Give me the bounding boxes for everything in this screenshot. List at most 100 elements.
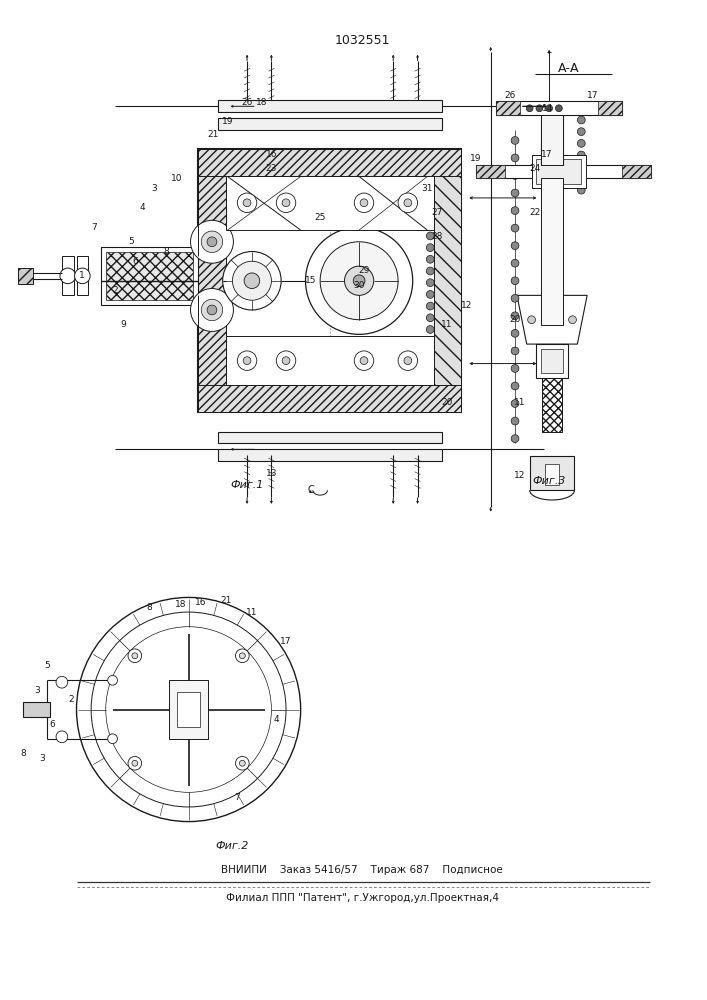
Bar (218, 100, 442, 112)
Circle shape (426, 302, 434, 310)
Polygon shape (517, 295, 587, 344)
Text: 8: 8 (147, 603, 153, 612)
Text: 24: 24 (529, 164, 540, 173)
Circle shape (235, 649, 249, 663)
Text: 3: 3 (151, 184, 158, 193)
Text: 11: 11 (441, 320, 452, 329)
Text: 16: 16 (266, 150, 277, 159)
Text: Фиг.2: Фиг.2 (216, 841, 249, 851)
Polygon shape (193, 648, 250, 705)
Text: C: C (307, 485, 314, 495)
Text: 19: 19 (222, 117, 233, 126)
Circle shape (76, 597, 300, 822)
Circle shape (282, 357, 290, 365)
Circle shape (426, 290, 434, 298)
Circle shape (207, 237, 217, 247)
Text: 1: 1 (78, 271, 84, 280)
Bar (106, 252, 194, 300)
Circle shape (578, 151, 585, 159)
Bar (218, 449, 442, 461)
Bar (476, 165, 651, 178)
Text: 7: 7 (91, 223, 97, 232)
Circle shape (511, 329, 519, 337)
Text: 17: 17 (542, 150, 553, 159)
Text: 3: 3 (40, 754, 45, 763)
Bar (62, 256, 74, 295)
Circle shape (201, 299, 223, 321)
Polygon shape (127, 714, 185, 771)
Circle shape (398, 193, 418, 213)
Circle shape (511, 172, 519, 179)
Circle shape (404, 199, 411, 207)
Bar (496, 101, 622, 115)
Circle shape (60, 268, 76, 284)
Circle shape (578, 139, 585, 147)
Circle shape (578, 186, 585, 194)
Bar (18, 268, 33, 284)
Bar (476, 165, 506, 178)
Circle shape (511, 294, 519, 302)
Circle shape (426, 279, 434, 287)
Circle shape (354, 351, 374, 370)
Circle shape (426, 232, 434, 240)
Text: 6: 6 (132, 257, 138, 266)
Bar (542, 349, 563, 373)
Circle shape (106, 627, 271, 792)
Text: 26: 26 (505, 91, 516, 100)
Circle shape (132, 760, 138, 766)
Bar (622, 165, 651, 178)
Text: 21: 21 (220, 596, 231, 605)
Circle shape (398, 351, 418, 370)
Circle shape (578, 116, 585, 124)
Text: 19: 19 (470, 154, 481, 163)
Circle shape (511, 400, 519, 407)
Bar (23, 702, 50, 717)
Circle shape (344, 266, 374, 295)
Text: А-А: А-А (558, 62, 579, 75)
Text: 20: 20 (509, 315, 521, 324)
Text: 5: 5 (45, 661, 50, 670)
Circle shape (546, 105, 553, 112)
Circle shape (201, 231, 223, 252)
Circle shape (360, 357, 368, 365)
Circle shape (426, 267, 434, 275)
Circle shape (186, 707, 192, 712)
Text: 11: 11 (514, 398, 525, 407)
Circle shape (276, 351, 296, 370)
Text: 30: 30 (354, 281, 365, 290)
Bar (542, 115, 563, 165)
Text: 12: 12 (514, 471, 525, 480)
Circle shape (181, 702, 197, 717)
Bar (199, 149, 462, 412)
Text: 25: 25 (315, 213, 326, 222)
Polygon shape (127, 648, 185, 705)
Bar (537, 344, 568, 378)
Bar (169, 680, 208, 739)
Text: 4: 4 (274, 715, 279, 724)
Bar (199, 385, 462, 412)
Circle shape (568, 316, 576, 324)
Circle shape (578, 163, 585, 171)
Circle shape (354, 275, 365, 287)
Circle shape (511, 435, 519, 443)
Circle shape (132, 653, 138, 659)
Circle shape (190, 289, 233, 331)
Bar (537, 159, 581, 184)
Circle shape (360, 199, 368, 207)
Text: 3: 3 (35, 686, 40, 695)
Circle shape (511, 417, 519, 425)
Text: 8: 8 (20, 749, 25, 758)
Bar (496, 101, 520, 115)
Circle shape (511, 347, 519, 355)
Circle shape (511, 242, 519, 250)
Text: 6: 6 (49, 720, 55, 729)
Text: 23: 23 (266, 164, 277, 173)
Circle shape (243, 357, 251, 365)
Text: 15: 15 (305, 276, 316, 285)
Circle shape (171, 692, 206, 727)
Circle shape (207, 305, 217, 315)
Circle shape (404, 357, 411, 365)
Circle shape (511, 277, 519, 285)
Circle shape (276, 193, 296, 213)
Circle shape (243, 199, 251, 207)
